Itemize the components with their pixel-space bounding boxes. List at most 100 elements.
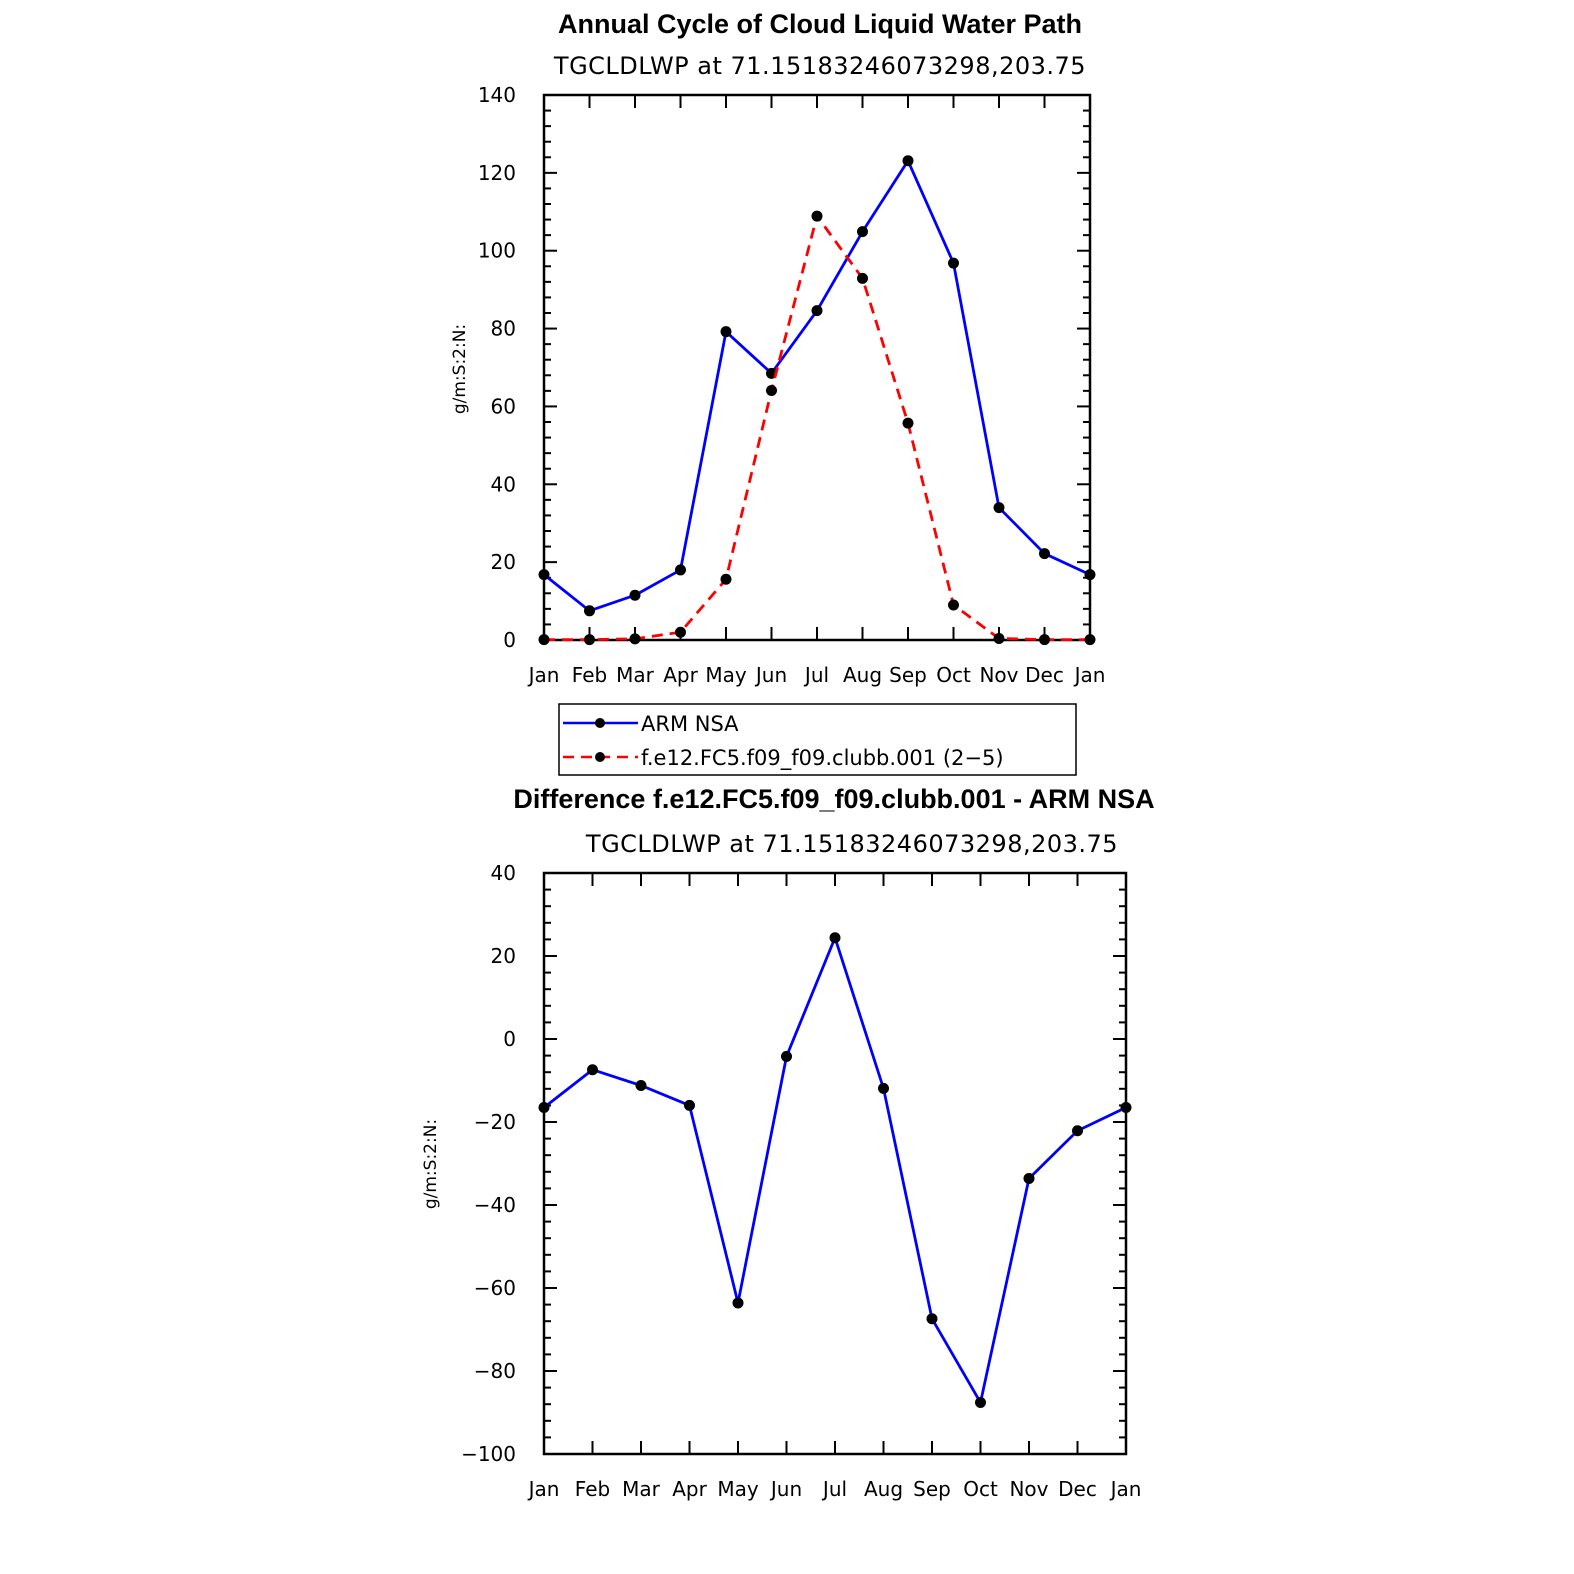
x-tick-label: May — [717, 1477, 759, 1501]
y-tick-label: 20 — [491, 550, 516, 574]
data-point — [584, 605, 595, 617]
data-point — [635, 1079, 647, 1091]
plot-frame — [542, 93, 1092, 642]
data-point — [1072, 1125, 1083, 1137]
x-tick-label: Jan — [527, 1477, 560, 1501]
x-tick-label: Nov — [979, 663, 1018, 687]
x-tick-label: Sep — [889, 663, 927, 687]
data-point — [538, 634, 550, 646]
data-point — [926, 1313, 938, 1325]
data-point — [1084, 634, 1096, 646]
x-tick-label: Feb — [575, 1477, 610, 1501]
y-tick-label: 40 — [491, 861, 516, 885]
chart-subtitle: TGCLDLWP at 71.15183246073298,203.75 — [553, 52, 1086, 80]
x-tick-label: Sep — [913, 1477, 951, 1501]
legend-box — [558, 703, 1077, 776]
data-point — [1084, 569, 1096, 581]
y-tick-label: 40 — [491, 472, 516, 496]
legend-entry-model: f.e12.FC5.f09_f09.clubb.001 (2−5) — [563, 746, 1004, 771]
x-tick-label: Oct — [936, 663, 971, 687]
chart-title: Annual Cycle of Cloud Liquid Water Path — [558, 9, 1082, 39]
data-point — [975, 1397, 986, 1409]
data-point — [584, 634, 595, 646]
x-tick-label: Aug — [843, 663, 882, 687]
y-axis-label: g/m:S:2:N: — [450, 324, 470, 414]
data-point — [629, 633, 641, 645]
x-tick-label: Dec — [1025, 663, 1064, 687]
x-tick-label: Oct — [963, 1477, 998, 1501]
y-tick-label: 80 — [491, 317, 516, 341]
x-tick-label: Aug — [864, 1477, 903, 1501]
y-tick-label: 0 — [503, 628, 516, 652]
data-point — [1023, 1172, 1035, 1184]
legend-label: f.e12.FC5.f09_f09.clubb.001 (2−5) — [641, 746, 1004, 771]
x-tick-label: Dec — [1058, 1477, 1097, 1501]
data-point — [878, 1082, 889, 1094]
x-tick-label: Jan — [1109, 1477, 1142, 1501]
y-tick-label: −20 — [474, 1110, 516, 1134]
x-tick-label: Mar — [622, 1477, 661, 1501]
data-point — [720, 326, 732, 338]
data-point — [675, 564, 686, 576]
y-tick-label: 20 — [491, 944, 516, 968]
legend: ARM NSA f.e12.FC5.f09_f09.clubb.001 (2−5… — [558, 703, 1077, 776]
legend-swatch-marker — [595, 752, 605, 762]
series-line-1 — [543, 159, 1091, 613]
data-point — [993, 502, 1005, 514]
chart-subtitle: TGCLDLWP at 71.15183246073298,203.75 — [585, 830, 1118, 858]
plot-frame — [542, 871, 1128, 1456]
data-point — [857, 226, 868, 238]
data-point — [993, 632, 1005, 644]
data-point — [1039, 548, 1050, 560]
data-point — [720, 573, 732, 585]
data-point — [675, 626, 686, 638]
x-tick-label: Jun — [754, 663, 787, 687]
legend-label: ARM NSA — [641, 712, 739, 736]
data-point — [684, 1099, 695, 1111]
y-tick-label: 60 — [491, 394, 516, 418]
y-tick-label: −100 — [461, 1442, 516, 1466]
x-tick-label: Apr — [663, 663, 698, 687]
x-tick-label: Feb — [572, 663, 607, 687]
y-axis-label: g/m:S:2:N: — [421, 1119, 441, 1209]
data-point — [1039, 634, 1050, 646]
series-line-1 — [543, 936, 1127, 1404]
data-point — [766, 384, 777, 396]
y-tick-label: −40 — [474, 1193, 516, 1217]
data-point — [811, 210, 823, 222]
y-tick-label: 140 — [478, 83, 516, 107]
y-tick-label: 0 — [503, 1027, 516, 1051]
x-tick-label: Apr — [672, 1477, 707, 1501]
data-point — [629, 589, 641, 601]
data-point — [948, 257, 959, 269]
data-point — [829, 932, 841, 944]
x-tick-label: Jan — [527, 663, 560, 687]
chart-title: Difference f.e12.FC5.f09_f09.clubb.001 -… — [513, 784, 1154, 814]
data-point — [538, 569, 550, 581]
y-tick-label: −60 — [474, 1276, 516, 1300]
data-point — [732, 1297, 744, 1309]
x-tick-label: Jul — [821, 1477, 847, 1501]
data-point — [781, 1050, 792, 1062]
data-point — [587, 1064, 598, 1076]
y-tick-label: −80 — [474, 1359, 516, 1383]
legend-swatch-marker — [595, 718, 605, 728]
x-tick-label: Jan — [1073, 663, 1106, 687]
y-tick-label: 100 — [478, 239, 516, 263]
series-line-2 — [544, 214, 1090, 642]
x-tick-label: Jun — [769, 1477, 802, 1501]
x-tick-label: Jul — [803, 663, 829, 687]
y-tick-label: 120 — [478, 161, 516, 185]
x-tick-label: May — [705, 663, 747, 687]
data-point — [902, 155, 914, 167]
chart-annual-cycle: Annual Cycle of Cloud Liquid Water Path … — [450, 9, 1106, 776]
x-tick-label: Mar — [616, 663, 655, 687]
data-point — [811, 305, 823, 317]
legend-entry-arm-nsa: ARM NSA — [563, 712, 739, 736]
x-tick-label: Nov — [1009, 1477, 1048, 1501]
data-point — [948, 599, 959, 611]
data-point — [1120, 1101, 1132, 1113]
data-point — [538, 1101, 550, 1113]
data-point — [902, 417, 914, 429]
